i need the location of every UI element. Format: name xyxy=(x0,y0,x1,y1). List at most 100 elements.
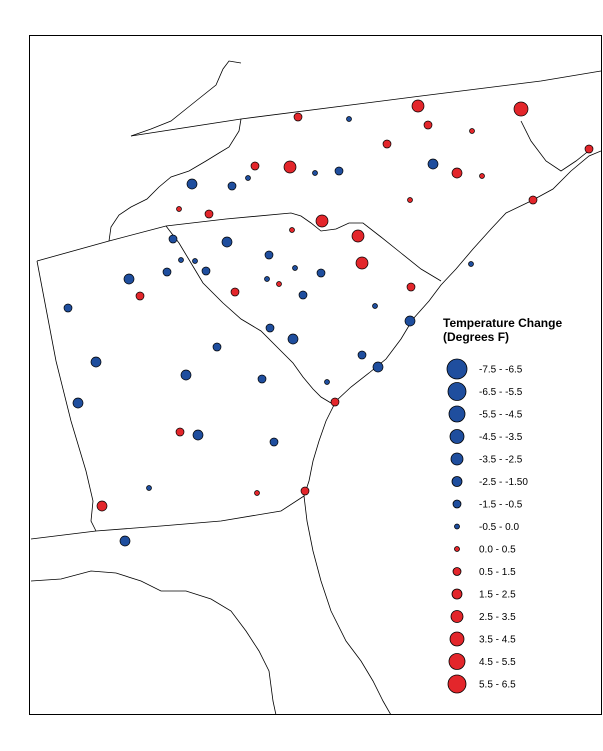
station-marker xyxy=(221,236,233,248)
legend-label: 0.0 - 0.5 xyxy=(479,545,516,556)
station-marker xyxy=(584,144,594,154)
station-marker xyxy=(382,139,392,149)
ga-tn-border xyxy=(36,240,110,262)
station-marker xyxy=(287,333,299,345)
legend-title-line2: (Degrees F) xyxy=(443,330,510,344)
station-marker xyxy=(407,197,413,203)
station-marker xyxy=(269,437,279,447)
station-marker xyxy=(372,303,378,309)
station-marker xyxy=(334,166,344,176)
station-marker xyxy=(289,227,295,233)
legend-label: -2.5 - -1.50 xyxy=(479,477,528,488)
legend-symbol xyxy=(452,499,462,509)
station-marker xyxy=(513,101,529,117)
legend-label: 0.5 - 1.5 xyxy=(479,567,516,578)
station-marker xyxy=(96,500,108,512)
legend-label: 1.5 - 2.5 xyxy=(479,590,516,601)
station-marker xyxy=(528,195,538,205)
station-marker xyxy=(175,427,185,437)
station-marker xyxy=(250,161,260,171)
legend-symbol xyxy=(454,523,460,530)
station-marker xyxy=(346,116,352,122)
station-marker xyxy=(316,268,326,278)
station-marker xyxy=(227,181,237,191)
station-marker xyxy=(276,281,282,287)
station-marker xyxy=(192,429,204,441)
legend-label: 4.5 - 5.5 xyxy=(479,657,516,668)
station-marker xyxy=(180,369,192,381)
legend-symbol xyxy=(447,674,467,694)
station-marker xyxy=(201,266,211,276)
station-marker xyxy=(451,167,463,179)
station-marker xyxy=(479,173,485,179)
station-marker xyxy=(427,158,439,170)
legend-symbol xyxy=(449,429,465,444)
station-marker xyxy=(119,535,131,547)
station-marker xyxy=(192,258,198,264)
legend-symbol xyxy=(448,653,466,670)
station-marker xyxy=(298,290,308,300)
station-marker xyxy=(312,170,318,176)
station-marker xyxy=(176,206,182,212)
station-marker xyxy=(264,250,274,260)
station-marker xyxy=(468,261,474,267)
station-marker xyxy=(355,256,369,270)
legend-label: -5.5 - -4.5 xyxy=(479,410,523,421)
station-marker xyxy=(293,112,303,122)
station-marker xyxy=(404,315,416,327)
station-marker xyxy=(351,229,365,243)
station-marker xyxy=(254,490,260,496)
station-marker xyxy=(283,160,297,174)
legend-label: -0.5 - 0.0 xyxy=(479,522,519,533)
station-marker xyxy=(469,128,475,134)
station-marker xyxy=(264,276,270,282)
station-marker xyxy=(292,265,298,271)
station-marker xyxy=(315,214,329,228)
gulf-coast xyxy=(30,570,277,714)
legend-label: -1.5 - -0.5 xyxy=(479,500,523,511)
legend-symbol xyxy=(448,405,466,423)
station-marker xyxy=(204,209,214,219)
station-marker xyxy=(300,486,310,496)
station-marker xyxy=(423,120,433,130)
station-marker xyxy=(135,291,145,301)
legend-label: 5.5 - 6.5 xyxy=(479,680,516,691)
legend-symbol xyxy=(450,610,464,623)
tn-nc-border xyxy=(108,60,242,242)
station-marker xyxy=(212,342,222,352)
station-marker xyxy=(406,282,416,292)
pamlico-sound xyxy=(520,120,592,172)
station-marker xyxy=(411,99,425,113)
map-frame: -7.5 - -6.5 -6.5 - -5.5 -5.5 - -4.5 -4.5 - … xyxy=(29,35,602,715)
station-marker xyxy=(168,234,178,244)
station-marker xyxy=(146,485,152,491)
ga-sc-border xyxy=(165,225,332,404)
station-marker xyxy=(63,303,73,313)
legend-label: -6.5 - -5.5 xyxy=(479,387,523,398)
va-nc-border xyxy=(130,70,601,137)
station-marker xyxy=(178,257,184,263)
legend-label: 2.5 - 3.5 xyxy=(479,612,516,623)
station-marker xyxy=(324,379,330,385)
nc-sc-border xyxy=(108,212,442,282)
legend-symbol xyxy=(449,631,465,647)
legend-symbol xyxy=(451,588,463,600)
ga-al-border xyxy=(36,260,97,532)
station-marker xyxy=(90,356,102,368)
legend-symbol xyxy=(446,358,468,380)
station-marker xyxy=(230,287,240,297)
station-marker xyxy=(357,350,367,360)
station-marker xyxy=(162,267,172,277)
legend-symbol xyxy=(451,476,463,487)
station-markers xyxy=(63,99,594,547)
legend-label: 3.5 - 4.5 xyxy=(479,635,516,646)
legend-symbol xyxy=(452,567,462,576)
ga-fl-border xyxy=(30,495,305,540)
legend-symbol xyxy=(450,452,464,466)
station-marker xyxy=(123,273,135,285)
legend-symbol xyxy=(447,382,467,401)
station-marker xyxy=(330,397,340,407)
map-canvas: -7.5 - -6.5 -6.5 - -5.5 -5.5 - -4.5 -4.5 - … xyxy=(30,60,601,714)
legend-label: -4.5 - -3.5 xyxy=(479,432,523,443)
state-boundaries xyxy=(30,60,601,714)
